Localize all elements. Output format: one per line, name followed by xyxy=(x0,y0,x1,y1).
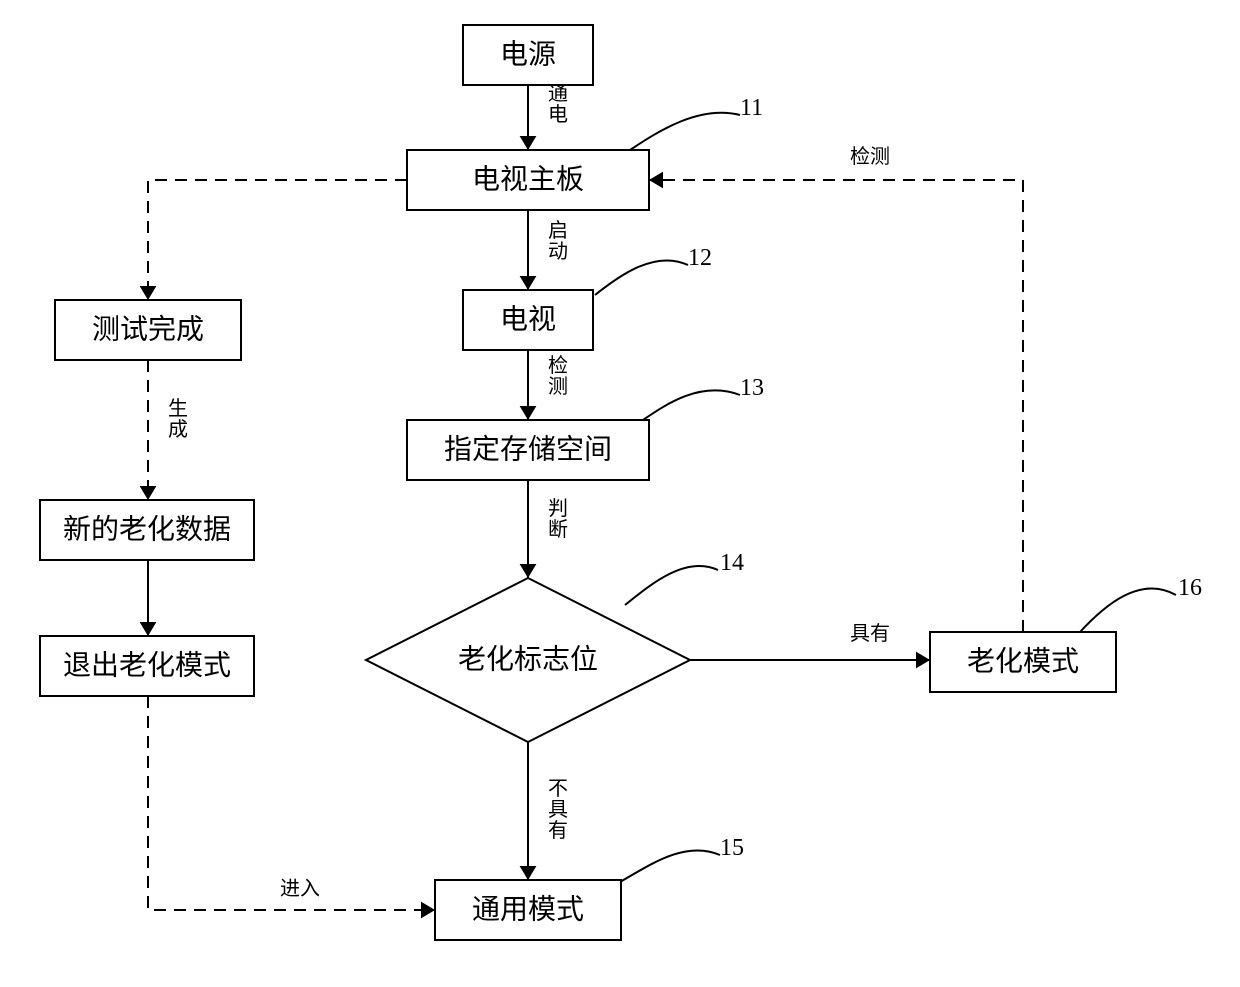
node-exit_aging: 退出老化模式 xyxy=(40,636,254,696)
ref-connector-tv xyxy=(595,260,688,295)
svg-text:不: 不 xyxy=(548,778,568,800)
svg-text:成: 成 xyxy=(168,418,188,441)
node-test_done-label: 测试完成 xyxy=(92,313,204,345)
node-new_data: 新的老化数据 xyxy=(40,500,254,560)
node-aging-label: 老化模式 xyxy=(967,645,1079,677)
nodes-layer: 电源电视主板 11 电视 12 指定存储空间 13 老化标志位 14 通用模式 15 老化模式 16 测… xyxy=(40,25,1202,940)
svg-text:具: 具 xyxy=(548,799,568,821)
ref-16: 16 xyxy=(1178,575,1202,601)
node-exit_aging-label: 退出老化模式 xyxy=(63,649,231,681)
ref-14: 14 xyxy=(720,550,744,576)
svg-text:进入: 进入 xyxy=(280,877,320,900)
ref-12: 12 xyxy=(688,245,712,271)
svg-text:启: 启 xyxy=(548,219,568,242)
ref-11: 11 xyxy=(740,95,763,121)
node-power-label: 电源 xyxy=(500,38,556,70)
ref-connectors xyxy=(595,113,1176,882)
node-aging: 老化模式 16 xyxy=(930,575,1202,692)
node-mainboard-label: 电视主板 xyxy=(472,163,584,195)
ref-15: 15 xyxy=(720,835,744,861)
svg-text:判: 判 xyxy=(548,497,568,520)
svg-text:生: 生 xyxy=(168,397,188,420)
node-mainboard: 电视主板 11 xyxy=(407,95,763,210)
svg-text:检测: 检测 xyxy=(850,145,890,168)
svg-text:电: 电 xyxy=(548,103,568,126)
node-storage-label: 指定存储空间 xyxy=(444,433,612,465)
node-flag: 老化标志位 14 xyxy=(366,550,744,742)
ref-connector-general xyxy=(620,850,720,882)
svg-text:具有: 具有 xyxy=(850,622,890,645)
svg-text:测: 测 xyxy=(548,375,568,398)
node-new_data-label: 新的老化数据 xyxy=(63,513,231,545)
ref-connector-aging xyxy=(1080,588,1176,632)
ref-13: 13 xyxy=(740,375,764,401)
ref-connector-mainboard xyxy=(630,113,740,150)
node-general-label: 通用模式 xyxy=(472,893,584,925)
ref-connector-storage xyxy=(640,390,740,422)
node-flag-label: 老化标志位 xyxy=(458,643,598,675)
node-power: 电源 xyxy=(463,25,593,85)
svg-text:检: 检 xyxy=(548,354,568,377)
ref-connector-flag xyxy=(625,566,718,605)
edge-mainboard-test_done xyxy=(148,180,407,300)
node-test_done: 测试完成 xyxy=(55,300,241,360)
svg-text:动: 动 xyxy=(548,240,568,263)
flowchart-canvas: 通电启动检测判断不具有具有检测生成进入电源电视主板11电视12指定存储空间13老… xyxy=(0,0,1240,987)
svg-text:断: 断 xyxy=(548,518,568,541)
node-tv-label: 电视 xyxy=(500,303,556,335)
svg-text:有: 有 xyxy=(548,819,568,842)
